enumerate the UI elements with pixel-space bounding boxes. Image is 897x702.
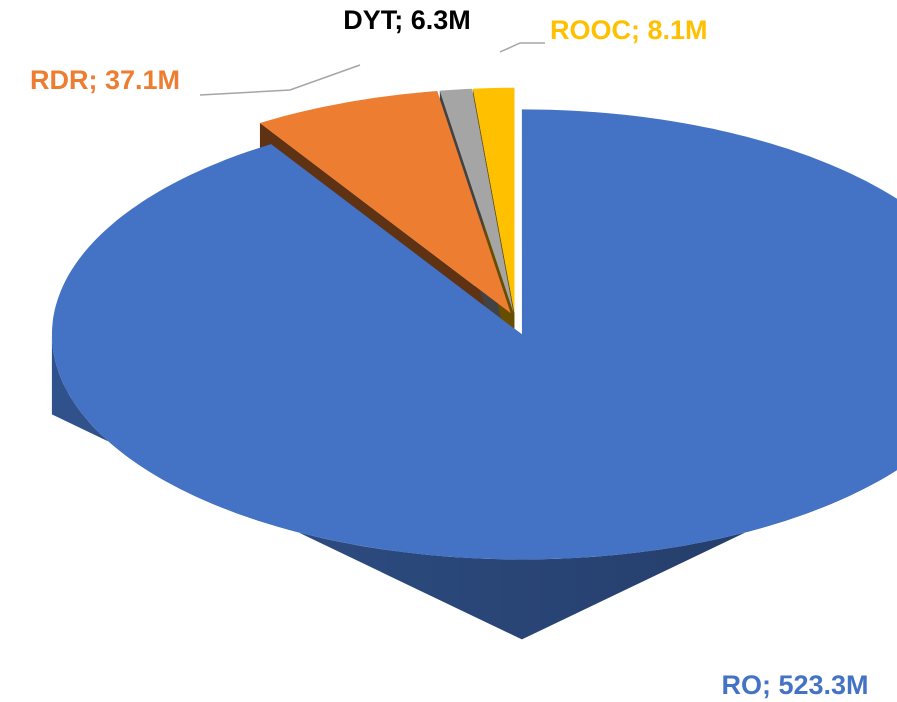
data-label: RDR; 37.1M <box>30 65 180 95</box>
slice <box>472 87 515 313</box>
data-label: RO; 523.3M <box>721 670 868 700</box>
slice <box>259 91 511 314</box>
pie <box>51 87 897 640</box>
data-label: DYT; 6.3M <box>343 5 471 35</box>
slice <box>52 109 897 560</box>
leader-line <box>199 64 361 96</box>
leader-line <box>499 42 545 53</box>
slice <box>439 88 514 313</box>
data-label: ROOC; 8.1M <box>550 15 708 45</box>
slice-side-shade <box>51 334 897 640</box>
